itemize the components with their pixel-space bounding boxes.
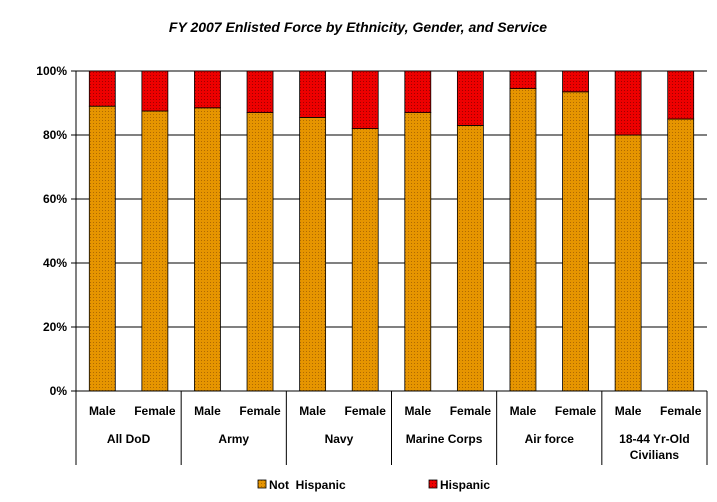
group-label: Air force: [525, 432, 575, 446]
category-label: Female: [345, 404, 387, 418]
bar-not-hispanic: [246, 112, 274, 392]
legend-label-hispanic: Hispanic: [440, 478, 490, 492]
chart-title: FY 2007 Enlisted Force by Ethnicity, Gen…: [169, 19, 547, 35]
bar-not-hispanic: [299, 117, 327, 392]
bar-hispanic: [509, 70, 537, 90]
group-label: Marine Corps: [406, 432, 483, 446]
y-tick-label: 60%: [43, 192, 67, 206]
bar-hispanic: [614, 70, 642, 136]
category-label: Male: [404, 404, 431, 418]
bar-hispanic: [299, 70, 327, 118]
category-label: Male: [299, 404, 326, 418]
category-label: Female: [555, 404, 597, 418]
bar-hispanic: [456, 70, 484, 126]
bar-not-hispanic: [667, 118, 695, 392]
y-tick-label: 0%: [50, 384, 68, 398]
bars: [88, 70, 695, 392]
y-tick-label: 100%: [36, 64, 67, 78]
category-label: Female: [450, 404, 492, 418]
category-label: Female: [660, 404, 702, 418]
legend-label-not-hispanic: Not Hispanic: [269, 478, 346, 492]
y-axis-ticks: 0% 20% 40% 60% 80% 100%: [36, 64, 76, 398]
category-label: Male: [89, 404, 116, 418]
legend-swatch-not-hispanic: [257, 479, 267, 489]
bar-not-hispanic: [509, 88, 537, 392]
group-label: Army: [218, 432, 249, 446]
bar-not-hispanic: [141, 110, 169, 392]
bar-not-hispanic: [562, 91, 589, 392]
bar-not-hispanic: [194, 107, 221, 392]
category-label: Male: [194, 404, 221, 418]
group-label: 18-44 Yr-Old: [619, 432, 689, 446]
bar-not-hispanic: [88, 105, 116, 392]
y-tick-label: 40%: [43, 256, 67, 270]
bar-hispanic: [351, 70, 379, 129]
gridlines: [76, 70, 707, 328]
bar-hispanic: [141, 70, 169, 112]
bar-hispanic: [404, 70, 432, 113]
group-label: Navy: [325, 432, 354, 446]
bar-not-hispanic: [351, 128, 379, 392]
y-tick-label: 80%: [43, 128, 67, 142]
bar-not-hispanic: [404, 112, 432, 392]
x-axis-labels: Male Female All DoD Male Female Army Male Femal…: [89, 404, 702, 462]
y-tick-label: 20%: [43, 320, 67, 334]
axes: [75, 71, 708, 465]
bar-hispanic: [88, 70, 116, 107]
bar-hispanic: [562, 70, 589, 93]
category-label: Male: [510, 404, 537, 418]
bar-hispanic: [246, 70, 274, 113]
bar-not-hispanic: [614, 134, 642, 392]
bar-hispanic: [667, 70, 695, 120]
group-label: All DoD: [107, 432, 151, 446]
bar-not-hispanic: [456, 125, 484, 392]
category-label: Female: [134, 404, 176, 418]
group-label: Civilians: [630, 448, 680, 462]
bar-hispanic: [194, 70, 221, 109]
legend: Not Hispanic Hispanic: [257, 478, 490, 492]
category-label: Female: [239, 404, 281, 418]
category-label: Male: [615, 404, 642, 418]
legend-swatch-hispanic: [428, 479, 438, 489]
